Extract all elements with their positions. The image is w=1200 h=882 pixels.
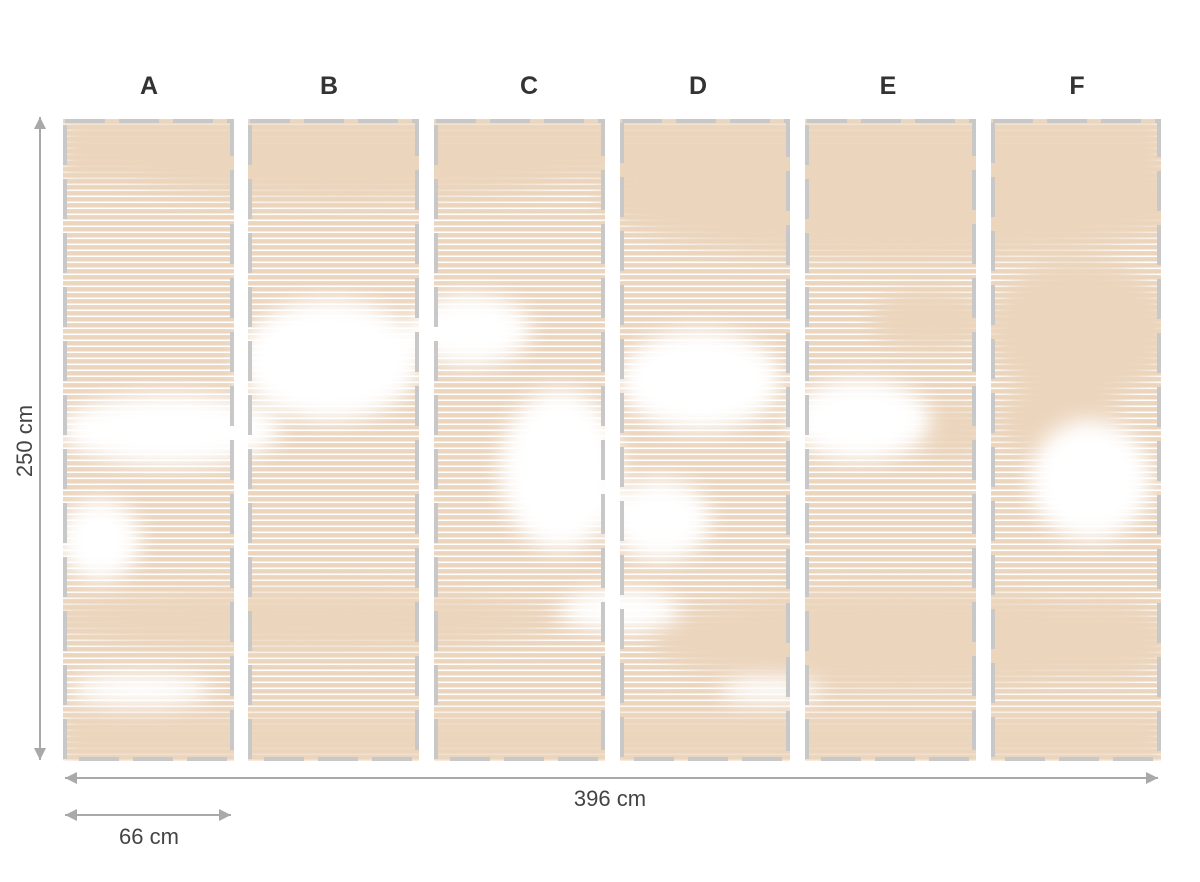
- panel-b-frame: [248, 119, 419, 761]
- panel-c-frame: [434, 119, 605, 761]
- total-width-label: 396 cm: [573, 786, 647, 811]
- panel-label-a: A: [139, 72, 159, 100]
- panel-a-frame: [63, 119, 234, 761]
- panel-label-d: D: [688, 72, 708, 100]
- panel-d-frame: [620, 119, 790, 761]
- height-label: 250 cm: [12, 404, 37, 478]
- panel-label-b: B: [319, 72, 339, 100]
- panel-f-frame: [991, 119, 1161, 761]
- panel-label-e: E: [879, 72, 897, 100]
- panel-label-f: F: [1069, 72, 1085, 100]
- panel-label-c: C: [519, 72, 539, 100]
- panel-width-label: 66 cm: [119, 824, 179, 849]
- panel-frames: [63, 119, 1161, 761]
- panel-e-frame: [805, 119, 976, 761]
